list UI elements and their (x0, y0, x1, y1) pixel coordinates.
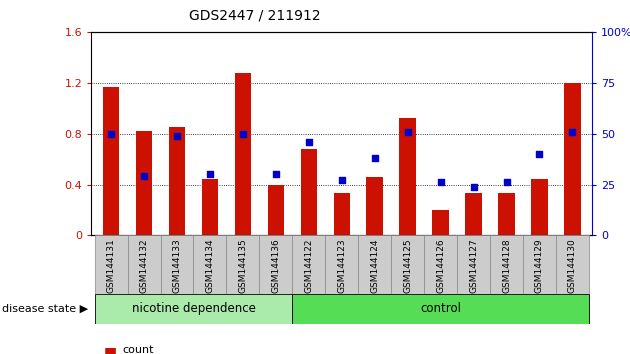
FancyBboxPatch shape (490, 235, 523, 294)
FancyBboxPatch shape (292, 235, 325, 294)
FancyBboxPatch shape (161, 235, 193, 294)
Point (336, 178, 346, 183)
Text: GSM144122: GSM144122 (304, 238, 313, 293)
Point (238, 131, 248, 136)
Text: GDS2447 / 211912: GDS2447 / 211912 (189, 9, 321, 23)
FancyBboxPatch shape (292, 294, 589, 324)
Point (403, 129, 413, 135)
Text: GSM144131: GSM144131 (106, 238, 116, 293)
Bar (235, 73, 251, 235)
Bar (466, 193, 482, 235)
Text: GSM144125: GSM144125 (403, 238, 412, 293)
FancyBboxPatch shape (424, 235, 457, 294)
FancyBboxPatch shape (94, 235, 128, 294)
Point (106, 131, 116, 136)
Point (435, 180, 445, 185)
Text: GSM144126: GSM144126 (436, 238, 445, 293)
FancyBboxPatch shape (226, 235, 260, 294)
Point (172, 133, 182, 138)
Point (469, 184, 479, 189)
Point (534, 151, 544, 157)
Bar (432, 210, 449, 235)
Bar (498, 193, 515, 235)
Text: GSM144129: GSM144129 (535, 238, 544, 293)
Point (139, 173, 149, 179)
Text: GSM144134: GSM144134 (205, 238, 214, 293)
Bar (564, 83, 581, 235)
FancyBboxPatch shape (358, 235, 391, 294)
Bar (531, 179, 547, 235)
Bar (268, 184, 284, 235)
Text: nicotine dependence: nicotine dependence (132, 302, 255, 315)
Bar (169, 127, 185, 235)
Text: GSM144135: GSM144135 (238, 238, 248, 293)
FancyBboxPatch shape (391, 235, 424, 294)
FancyBboxPatch shape (260, 235, 292, 294)
Text: GSM144132: GSM144132 (140, 238, 149, 293)
Point (568, 129, 578, 135)
FancyBboxPatch shape (523, 235, 556, 294)
Text: GSM144124: GSM144124 (370, 238, 379, 293)
Point (370, 155, 380, 161)
FancyBboxPatch shape (457, 235, 490, 294)
Bar (103, 87, 119, 235)
FancyBboxPatch shape (94, 294, 292, 324)
Point (304, 139, 314, 144)
Bar (367, 177, 383, 235)
Text: disease state ▶: disease state ▶ (2, 304, 88, 314)
Text: count: count (123, 345, 154, 354)
Text: GSM144133: GSM144133 (173, 238, 181, 293)
Bar (399, 118, 416, 235)
Bar (202, 179, 218, 235)
FancyBboxPatch shape (556, 235, 589, 294)
Text: ■: ■ (104, 345, 117, 354)
FancyBboxPatch shape (193, 235, 226, 294)
FancyBboxPatch shape (325, 235, 358, 294)
Text: GSM144127: GSM144127 (469, 238, 478, 293)
Bar (301, 149, 317, 235)
Text: GSM144130: GSM144130 (568, 238, 577, 293)
Bar (333, 193, 350, 235)
Text: GSM144136: GSM144136 (272, 238, 280, 293)
Point (501, 180, 512, 185)
FancyBboxPatch shape (128, 235, 161, 294)
Text: GSM144123: GSM144123 (337, 238, 346, 293)
Text: GSM144128: GSM144128 (502, 238, 511, 293)
Bar (136, 131, 152, 235)
Point (271, 172, 281, 177)
Point (205, 172, 215, 177)
Text: control: control (420, 302, 461, 315)
